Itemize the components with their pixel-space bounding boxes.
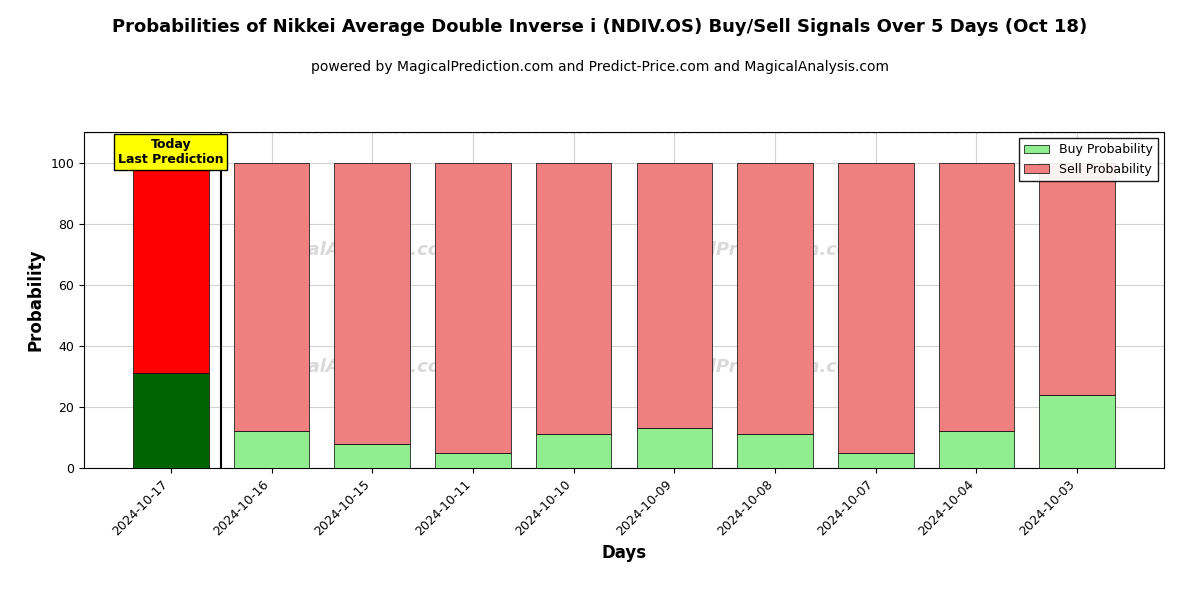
Bar [938, 431, 1014, 468]
Bar [636, 163, 712, 428]
Bar [335, 163, 410, 443]
Text: MagicalPrediction.com: MagicalPrediction.com [638, 241, 869, 259]
Bar [436, 163, 511, 453]
Bar [234, 431, 310, 468]
Bar [133, 163, 209, 373]
Bar [536, 163, 612, 434]
Bar [737, 434, 812, 468]
Text: powered by MagicalPrediction.com and Predict-Price.com and MagicalAnalysis.com: powered by MagicalPrediction.com and Pre… [311, 60, 889, 74]
Bar [1039, 395, 1115, 468]
Text: MagicalAnalysis.com: MagicalAnalysis.com [248, 358, 460, 376]
X-axis label: Days: Days [601, 544, 647, 562]
Y-axis label: Probability: Probability [26, 249, 44, 351]
Bar [1039, 163, 1115, 395]
Bar [938, 163, 1014, 431]
Bar [838, 163, 913, 453]
Bar [133, 373, 209, 468]
Bar [737, 163, 812, 434]
Text: MagicalPrediction.com: MagicalPrediction.com [638, 358, 869, 376]
Bar [335, 443, 410, 468]
Bar [636, 428, 712, 468]
Text: MagicalAnalysis.com: MagicalAnalysis.com [248, 241, 460, 259]
Text: Today
Last Prediction: Today Last Prediction [118, 138, 223, 166]
Bar [234, 163, 310, 431]
Bar [436, 453, 511, 468]
Text: Probabilities of Nikkei Average Double Inverse i (NDIV.OS) Buy/Sell Signals Over: Probabilities of Nikkei Average Double I… [113, 18, 1087, 36]
Bar [536, 434, 612, 468]
Bar [838, 453, 913, 468]
Legend: Buy Probability, Sell Probability: Buy Probability, Sell Probability [1019, 138, 1158, 181]
